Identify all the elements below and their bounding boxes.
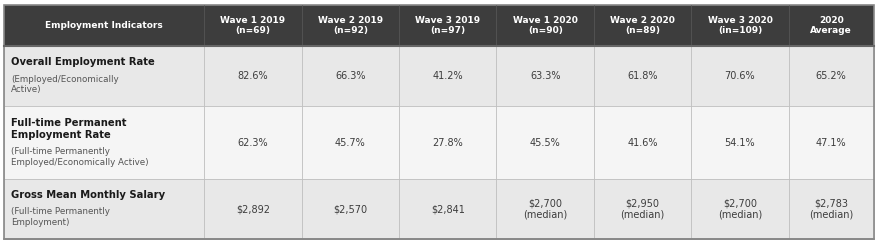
Bar (204, 106, 302, 179)
Text: Gross Mean Monthly Salary: Gross Mean Monthly Salary (11, 190, 166, 200)
Text: 2020
Average: 2020 Average (809, 16, 851, 35)
Text: Employment Indicators: Employment Indicators (46, 21, 163, 30)
Text: 47.1%: 47.1% (815, 138, 845, 148)
Text: Wave 3 2020
(in=109): Wave 3 2020 (in=109) (707, 16, 772, 35)
Text: $2,700
(median): $2,700 (median) (717, 198, 761, 220)
Text: $2,700
(median): $2,700 (median) (523, 198, 567, 220)
Bar (4, 106, 204, 179)
Bar (593, 179, 690, 239)
Bar (399, 179, 496, 239)
Text: 45.7%: 45.7% (335, 138, 366, 148)
Bar (4, 5, 204, 46)
Text: 62.3%: 62.3% (238, 138, 268, 148)
Text: $2,783
(median): $2,783 (median) (808, 198, 852, 220)
Text: Wave 1 2020
(n=90): Wave 1 2020 (n=90) (512, 16, 577, 35)
Text: Wave 2 2019
(n=92): Wave 2 2019 (n=92) (317, 16, 382, 35)
Bar (4, 46, 204, 106)
Bar (690, 5, 788, 46)
Text: $2,570: $2,570 (333, 204, 367, 214)
Bar (204, 5, 302, 46)
Text: $2,892: $2,892 (236, 204, 270, 214)
Text: 41.6%: 41.6% (626, 138, 657, 148)
Text: Wave 3 2019
(n=97): Wave 3 2019 (n=97) (415, 16, 480, 35)
Bar (496, 179, 593, 239)
Text: 70.6%: 70.6% (724, 71, 754, 81)
Text: Wave 1 2019
(n=69): Wave 1 2019 (n=69) (220, 16, 285, 35)
Text: 45.5%: 45.5% (529, 138, 560, 148)
Text: 82.6%: 82.6% (238, 71, 268, 81)
Bar (593, 106, 690, 179)
Bar (788, 5, 873, 46)
Bar (399, 106, 496, 179)
Bar (302, 106, 399, 179)
Text: 27.8%: 27.8% (432, 138, 463, 148)
Text: 41.2%: 41.2% (432, 71, 462, 81)
Bar (690, 179, 788, 239)
Text: Wave 2 2020
(n=89): Wave 2 2020 (n=89) (610, 16, 674, 35)
Bar (399, 46, 496, 106)
Text: $2,950
(median): $2,950 (median) (620, 198, 664, 220)
Bar (788, 179, 873, 239)
Bar (496, 106, 593, 179)
Bar (204, 46, 302, 106)
Text: 66.3%: 66.3% (335, 71, 365, 81)
Bar (496, 46, 593, 106)
Bar (399, 5, 496, 46)
Bar (4, 179, 204, 239)
Text: 63.3%: 63.3% (530, 71, 560, 81)
Bar (302, 5, 399, 46)
Bar (788, 106, 873, 179)
Text: (Full-time Permanently
Employed/Economically Active): (Full-time Permanently Employed/Economic… (11, 147, 149, 167)
Text: 54.1%: 54.1% (724, 138, 754, 148)
Bar (593, 5, 690, 46)
Bar (690, 106, 788, 179)
Text: (Full-time Permanently
Employment): (Full-time Permanently Employment) (11, 207, 111, 227)
Text: Full-time Permanent
Employment Rate: Full-time Permanent Employment Rate (11, 118, 127, 140)
Text: Overall Employment Rate: Overall Employment Rate (11, 58, 155, 68)
Bar (204, 179, 302, 239)
Bar (302, 46, 399, 106)
Bar (496, 5, 593, 46)
Bar (690, 46, 788, 106)
Bar (788, 46, 873, 106)
Text: 61.8%: 61.8% (626, 71, 657, 81)
Text: $2,841: $2,841 (431, 204, 464, 214)
Text: 65.2%: 65.2% (815, 71, 845, 81)
Bar (302, 179, 399, 239)
Bar (593, 46, 690, 106)
Text: (Employed/Economically
Active): (Employed/Economically Active) (11, 75, 119, 94)
